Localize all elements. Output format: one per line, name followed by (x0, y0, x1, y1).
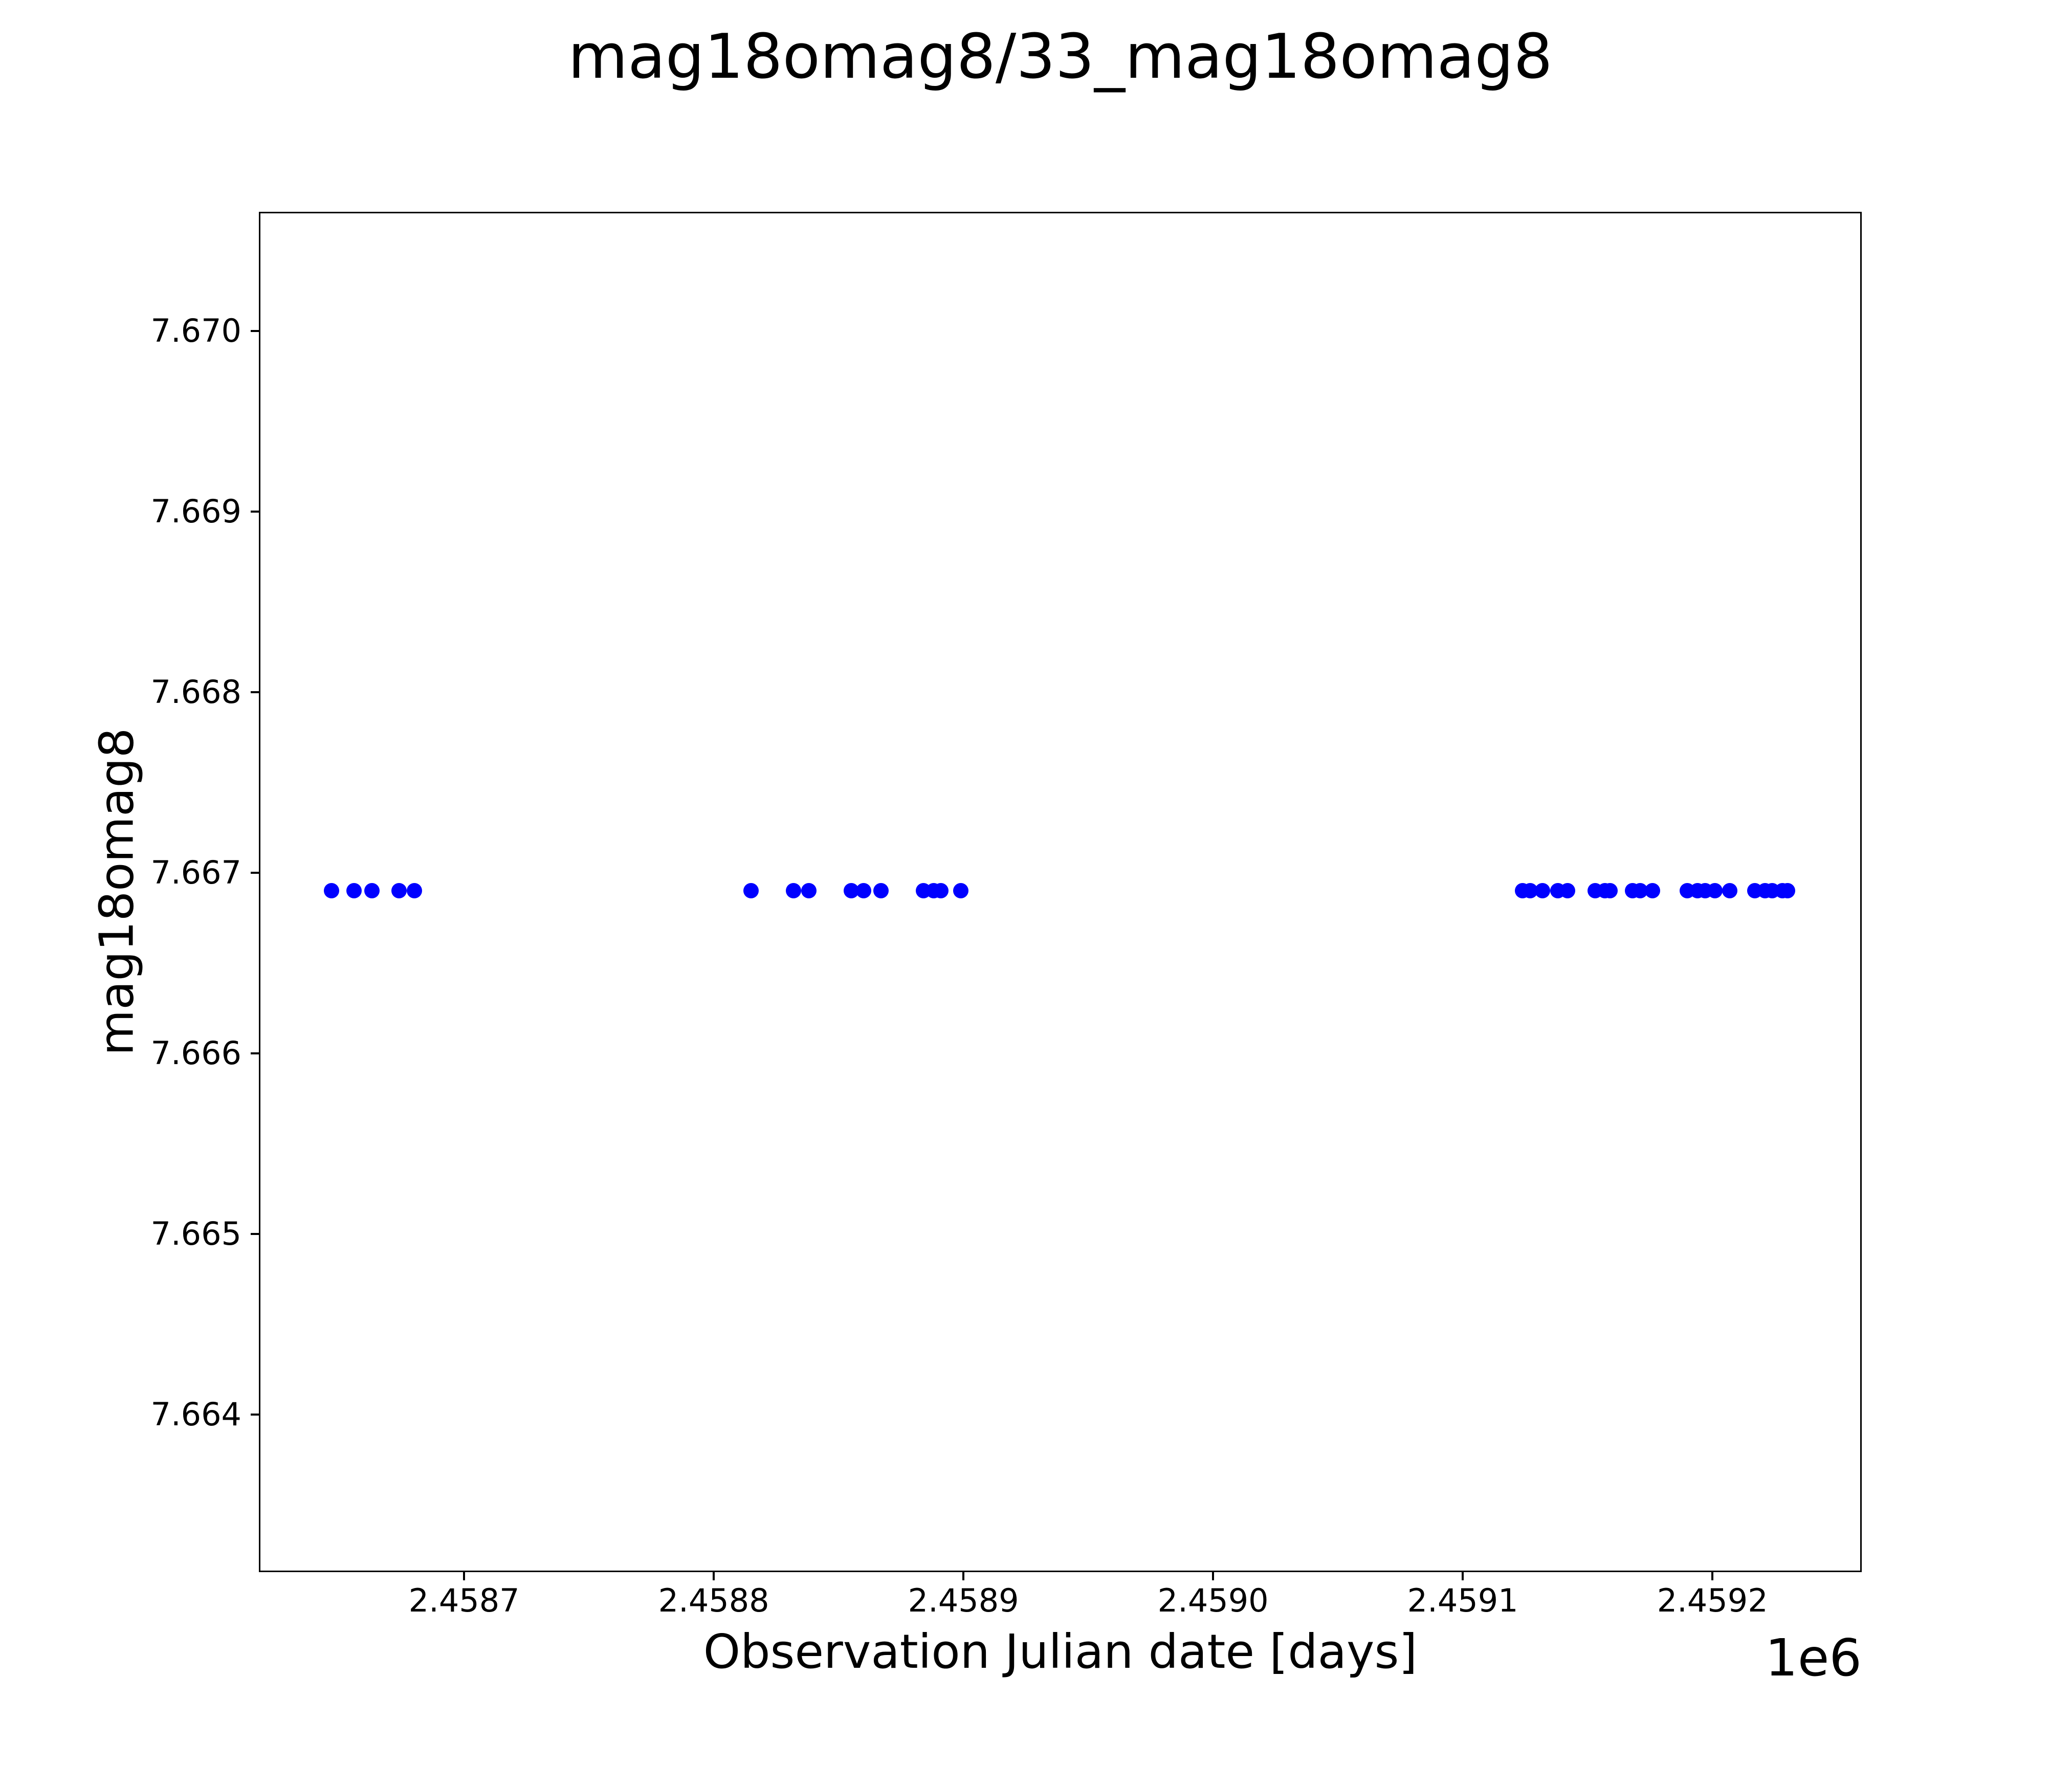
x-tick-label: 2.4592 (1657, 1582, 1768, 1619)
chart-title: mag18omag8/33_mag18omag8 (568, 21, 1553, 93)
y-tick-label: 7.667 (150, 853, 242, 891)
data-point (1535, 883, 1551, 899)
y-tick (251, 510, 259, 513)
data-point (1645, 883, 1661, 899)
y-tick (251, 1052, 259, 1054)
y-tick-label: 7.664 (150, 1395, 242, 1433)
data-point (1560, 883, 1576, 899)
x-axis-label: Observation Julian date [days] (703, 1624, 1418, 1679)
y-tick (251, 329, 259, 332)
y-tick (251, 871, 259, 874)
x-tick-label: 2.4589 (908, 1582, 1019, 1619)
data-point (1602, 883, 1618, 899)
x-tick (463, 1572, 466, 1580)
x-tick (1711, 1572, 1714, 1580)
y-tick (251, 691, 259, 693)
y-tick-label: 7.670 (150, 312, 242, 349)
data-point (1707, 883, 1723, 899)
x-tick-label: 2.4591 (1407, 1582, 1518, 1619)
x-tick (1212, 1572, 1215, 1580)
y-tick-label: 7.665 (150, 1215, 242, 1252)
data-point (786, 883, 802, 899)
x-tick-label: 2.4588 (658, 1582, 769, 1619)
data-point (801, 883, 817, 899)
y-tick-label: 7.666 (150, 1034, 242, 1072)
y-tick (251, 1413, 259, 1416)
data-point (324, 883, 340, 899)
y-tick-label: 7.668 (150, 673, 242, 711)
data-point (743, 883, 759, 899)
x-tick (962, 1572, 965, 1580)
data-point (1722, 883, 1738, 899)
data-point (1779, 883, 1795, 899)
x-tick (713, 1572, 715, 1580)
y-tick (251, 1232, 259, 1235)
data-point (953, 883, 969, 899)
plot-area (259, 212, 1862, 1572)
data-point (346, 883, 362, 899)
y-tick-label: 7.669 (150, 492, 242, 530)
y-axis-label: mag18omag8 (89, 727, 144, 1056)
data-point (406, 883, 422, 899)
x-tick-label: 2.4590 (1157, 1582, 1269, 1619)
data-point (391, 883, 407, 899)
x-tick-label: 2.4587 (408, 1582, 520, 1619)
data-point (873, 883, 889, 899)
data-point (855, 883, 871, 899)
data-point (933, 883, 949, 899)
data-point (364, 883, 380, 899)
x-tick (1462, 1572, 1464, 1580)
x-axis-offset-label: 1e6 (1765, 1628, 1862, 1688)
